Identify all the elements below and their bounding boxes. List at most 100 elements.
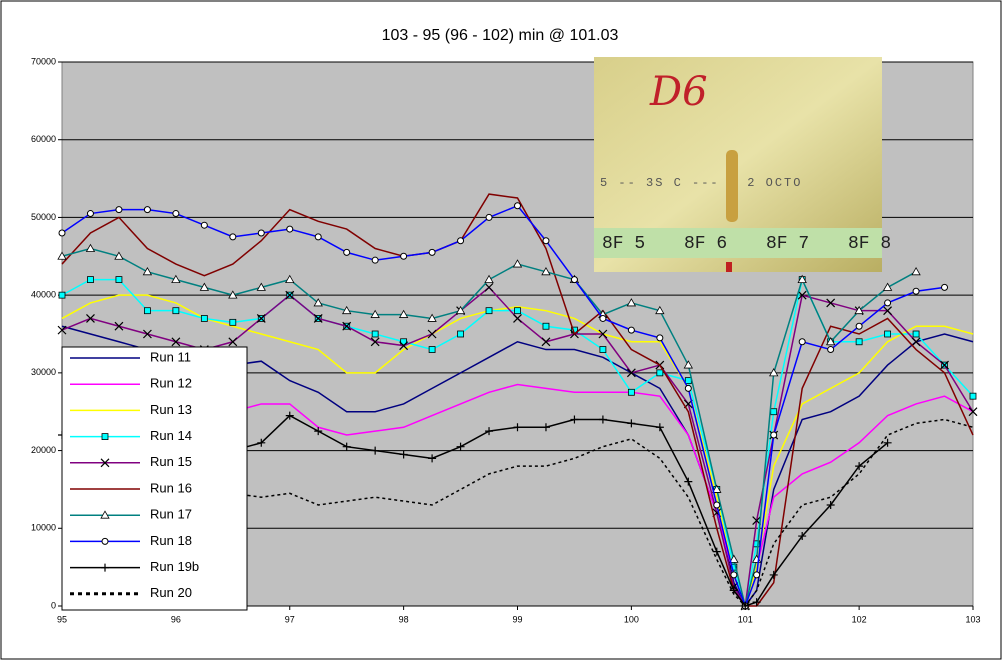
x-tick-label: 96: [171, 614, 181, 624]
marker: [713, 501, 721, 509]
photo-tape-text: 5 -- 3S C --- 1 2 OCTO: [600, 176, 802, 190]
marker: [655, 423, 664, 432]
legend-label: Run 20: [150, 585, 192, 600]
marker: [825, 336, 836, 346]
marker: [599, 346, 607, 353]
x-tick-label: 103: [965, 614, 980, 624]
y-tick-label: 40000: [31, 290, 56, 300]
photo-mark: [726, 150, 738, 222]
marker: [514, 307, 521, 315]
marker: [428, 454, 437, 463]
marker: [684, 477, 693, 486]
marker: [257, 229, 265, 237]
marker: [769, 570, 778, 579]
x-tick-label: 102: [852, 614, 867, 624]
marker: [101, 433, 109, 441]
x-tick-label: 101: [738, 614, 753, 624]
marker: [398, 309, 409, 318]
marker: [86, 314, 95, 323]
marker: [428, 346, 436, 353]
marker: [883, 306, 893, 316]
marker: [912, 330, 920, 338]
marker: [598, 329, 608, 339]
marker: [627, 326, 635, 334]
marker: [343, 248, 351, 256]
marker: [753, 571, 761, 579]
marker: [100, 458, 110, 468]
marker: [941, 283, 949, 291]
series-line: [61, 204, 945, 609]
marker: [371, 446, 380, 455]
marker: [199, 282, 210, 291]
marker: [57, 325, 67, 335]
marker: [599, 314, 607, 322]
marker: [399, 450, 408, 459]
marker: [100, 510, 110, 519]
marker: [57, 251, 67, 260]
marker: [655, 305, 665, 315]
marker: [371, 330, 379, 338]
series-line: [61, 294, 974, 609]
series-line: [61, 193, 974, 607]
legend-label: Run 14: [150, 428, 192, 443]
marker: [627, 388, 635, 396]
marker: [257, 438, 266, 447]
marker: [769, 368, 779, 377]
legend-label: Run 19b: [150, 559, 199, 574]
marker: [58, 229, 66, 237]
series-layer: [57, 193, 978, 611]
marker: [969, 392, 977, 400]
marker: [656, 334, 664, 342]
marker: [427, 313, 437, 322]
marker: [456, 442, 465, 451]
marker: [371, 256, 379, 264]
marker: [513, 423, 522, 432]
marker: [684, 377, 692, 385]
marker: [484, 282, 494, 292]
marker: [285, 274, 295, 283]
marker: [172, 307, 180, 315]
marker: [884, 330, 891, 338]
x-tick-label: 98: [399, 614, 409, 624]
marker: [457, 237, 465, 245]
marker: [684, 384, 692, 392]
marker: [855, 322, 863, 330]
marker: [428, 248, 436, 256]
marker: [514, 202, 521, 210]
marker: [883, 438, 892, 447]
ruler-label: 8F 6: [684, 234, 727, 254]
x-tick-label: 100: [624, 614, 639, 624]
ruler-label: 8F 7: [766, 234, 809, 254]
marker: [115, 276, 123, 284]
marker: [940, 360, 949, 370]
marker: [114, 251, 124, 260]
marker: [114, 321, 124, 331]
marker: [770, 431, 778, 439]
marker: [598, 415, 607, 424]
marker: [911, 267, 921, 276]
marker: [770, 408, 778, 416]
marker: [729, 554, 739, 563]
legend-label: Run 17: [150, 507, 192, 522]
marker: [101, 537, 109, 545]
marker: [968, 407, 978, 417]
marker: [626, 298, 637, 307]
ruler-label: 8F 5: [602, 234, 645, 254]
marker: [513, 314, 522, 323]
marker: [228, 337, 238, 347]
y-tick-label: 10000: [31, 523, 56, 533]
marker: [882, 282, 893, 291]
marker: [855, 462, 864, 471]
marker: [285, 411, 294, 420]
legend: [61, 346, 248, 611]
marker: [485, 427, 494, 436]
marker: [143, 206, 151, 214]
marker: [712, 484, 722, 493]
legend-label: Run 11: [150, 349, 191, 364]
marker: [400, 338, 408, 346]
marker: [683, 360, 694, 369]
legend-label: Run 18: [150, 533, 192, 548]
marker: [142, 267, 153, 276]
marker: [142, 329, 152, 339]
